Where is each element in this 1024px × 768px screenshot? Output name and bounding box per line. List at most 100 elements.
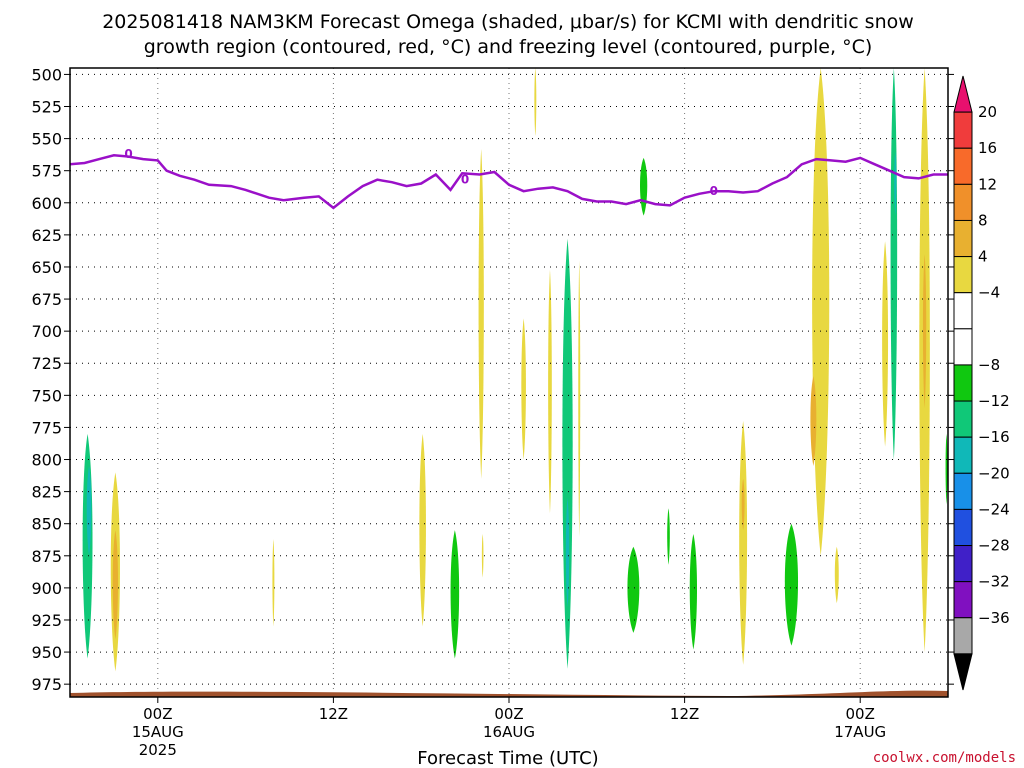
y-tick-label: 600	[31, 194, 62, 213]
x-tick-label: 12Z	[319, 705, 348, 723]
chart-title-line-1: 2025081418 NAM3KM Forecast Omega (shaded…	[102, 11, 914, 33]
x-tick-label: 2025	[139, 741, 177, 759]
y-tick-label: 775	[31, 418, 62, 437]
colorbar-label: 12	[978, 175, 997, 193]
colorbar-band	[953, 292, 973, 330]
colorbar-label: −36	[978, 609, 1010, 627]
omega-region	[945, 433, 948, 505]
colorbar-band	[953, 617, 973, 655]
omega-region	[739, 421, 748, 665]
omega-region	[478, 148, 484, 479]
y-tick-label: 500	[31, 65, 62, 84]
omega-region	[834, 546, 839, 604]
y-axis-ticks: 500 525 550 575 600 625 650 675 700 725 750 775 800 8…	[31, 65, 954, 694]
y-tick-label: 800	[31, 451, 62, 470]
colorbar-label: −8	[978, 356, 1000, 374]
colorbar-band	[953, 147, 973, 185]
omega-region	[689, 533, 698, 650]
colorbar-band	[953, 364, 973, 402]
freezing-level-label: 0	[124, 147, 132, 161]
y-tick-label: 525	[31, 98, 62, 117]
y-tick-label: 925	[31, 611, 62, 630]
colorbar-band	[953, 219, 973, 258]
omega-region	[810, 376, 817, 466]
omega-region	[548, 269, 552, 514]
colorbar-label: −20	[978, 464, 1010, 482]
omega-region	[565, 498, 570, 608]
colorbar-band	[953, 508, 973, 547]
colorbar-band	[953, 111, 973, 149]
chart-title-line-2: growth region (contoured, red, °C) and f…	[144, 36, 873, 58]
freezing-level-label: 0	[461, 173, 469, 187]
x-tick-label: 16AUG	[483, 723, 535, 741]
colorbar-label: −24	[978, 500, 1010, 518]
colorbar-band	[953, 183, 973, 221]
surface-terrain	[70, 690, 948, 697]
colorbar-label: 20	[978, 103, 997, 121]
y-tick-label: 750	[31, 386, 62, 405]
omega-region	[812, 68, 830, 556]
omega-region	[667, 508, 670, 565]
y-tick-label: 550	[31, 130, 62, 149]
x-tick-label: 17AUG	[834, 723, 886, 741]
y-tick-label: 875	[31, 547, 62, 566]
colorbar-band	[953, 653, 973, 691]
y-tick-label: 675	[31, 290, 62, 309]
x-tick-label: 00Z	[143, 705, 172, 723]
x-tick-label: 12Z	[670, 705, 699, 723]
omega-region	[894, 151, 897, 216]
plot-area: 0 0 0	[69, 67, 949, 698]
omega-region	[627, 546, 640, 633]
colorbar: 20 16 12 8 4 −4 −8 −12 −16 −20 −24 −28 −32 −36	[953, 75, 1010, 691]
credit-link[interactable]: coolwx.com/models	[873, 750, 1016, 766]
x-tick-label: 00Z	[846, 705, 875, 723]
omega-region	[86, 465, 92, 556]
plot-background	[70, 68, 948, 697]
colorbar-band	[953, 472, 973, 510]
y-tick-label: 825	[31, 483, 62, 502]
omega-region	[784, 523, 799, 646]
y-tick-label: 950	[31, 643, 62, 662]
y-tick-label: 975	[31, 675, 62, 694]
colorbar-label: −32	[978, 573, 1010, 591]
omega-region	[922, 254, 927, 409]
colorbar-label: −12	[978, 392, 1010, 410]
colorbar-band	[953, 256, 973, 294]
colorbar-label: −16	[978, 428, 1010, 446]
omega-region	[419, 433, 426, 627]
colorbar-label: −28	[978, 537, 1010, 555]
colorbar-band	[953, 400, 973, 438]
y-tick-label: 575	[31, 162, 62, 181]
omega-region	[521, 318, 526, 460]
y-tick-label: 650	[31, 258, 62, 277]
colorbar-label: 16	[978, 139, 997, 157]
omega-region	[578, 260, 581, 537]
colorbar-band	[953, 581, 973, 619]
colorbar-band	[953, 436, 973, 474]
omega-region	[562, 238, 573, 669]
x-tick-label: 00Z	[494, 705, 523, 723]
y-tick-label: 850	[31, 515, 62, 534]
y-tick-label: 900	[31, 579, 62, 598]
y-tick-label: 725	[31, 354, 62, 373]
omega-region	[112, 530, 119, 640]
freezing-level-label: 0	[710, 184, 718, 198]
y-tick-label: 700	[31, 322, 62, 341]
colorbar-label: −4	[978, 284, 1000, 302]
x-tick-label: 15AUG	[132, 723, 184, 741]
colorbar-band	[953, 328, 973, 366]
omega-region	[481, 533, 484, 578]
colorbar-band	[953, 75, 973, 113]
y-tick-label: 625	[31, 226, 62, 245]
grid	[70, 68, 948, 697]
colorbar-label: 4	[978, 248, 988, 266]
freezing-level-line	[70, 154, 948, 210]
x-axis-label: Forecast Time (UTC)	[417, 748, 598, 768]
colorbar-band	[953, 545, 973, 583]
colorbar-label: 8	[978, 211, 988, 229]
omega-region	[272, 539, 275, 627]
omega-region	[534, 68, 537, 137]
omega-region	[450, 530, 460, 659]
